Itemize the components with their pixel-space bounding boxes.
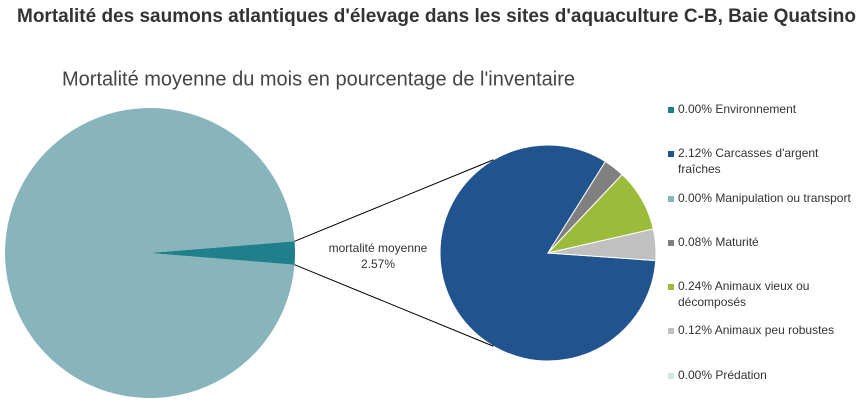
legend-label: 2.12% Carcasses d'argent fraîches [678,145,864,177]
legend-value: 0.00% [678,368,713,382]
legend-value: 0.00% [678,191,713,205]
legend-marker [668,328,674,334]
legend-marker [668,373,674,379]
legend-marker [668,284,674,290]
legend-category: Maturité [715,235,759,249]
legend-label: 0.00% Manipulation ou transport [678,190,864,206]
chart-subtitle: Mortalité moyenne du mois en pourcentage… [62,68,575,90]
legend-value: 0.12% [678,323,713,337]
legend-label: 0.12% Animaux peu robustes [678,322,864,338]
legend-item: 0.00% Prédation [668,367,864,383]
legend-category: Animaux vieux ou décomposés [678,279,810,309]
legend-label: 0.24% Animaux vieux ou décomposés [678,278,864,310]
legend-value: 2.12% [678,146,713,160]
legend-label: 0.00% Prédation [678,367,864,383]
legend-item: 0.08% Maturité [668,234,864,250]
connector [294,264,494,347]
data-label: 2.57% [361,257,395,271]
pie-slice [150,241,296,265]
legend-item: 0.00% Manipulation ou transport [668,190,864,206]
legend-category: Manipulation ou transport [715,191,851,205]
legend-category: Animaux peu robustes [714,323,835,337]
legend-marker [668,196,674,202]
legend-marker [668,107,674,113]
connector [294,159,494,242]
legend-value: 0.08% [678,235,713,249]
chart-title: Mortalité des saumons atlantiques d'élev… [17,6,856,27]
pie-slice [547,228,657,262]
legend-item: 0.12% Animaux peu robustes [668,322,864,338]
data-label: mortalité moyenne [329,241,428,255]
legend-label: 0.00% Environnement [678,101,864,117]
legend-value: 0.00% [678,102,713,116]
legend-item: 0.00% Environnement [668,101,864,117]
legend-category: Environnement [715,102,797,116]
legend-category: Prédation [715,368,767,382]
legend-label: 0.08% Maturité [678,234,864,250]
legend-item: 0.24% Animaux vieux ou décomposés [668,278,864,310]
legend-category: Carcasses d'argent fraîches [678,146,819,176]
legend-marker [668,240,674,246]
pie-slice [5,107,295,399]
legend-value: 0.24% [678,279,713,293]
legend-marker [668,151,674,157]
legend-item: 2.12% Carcasses d'argent fraîches [668,145,864,177]
